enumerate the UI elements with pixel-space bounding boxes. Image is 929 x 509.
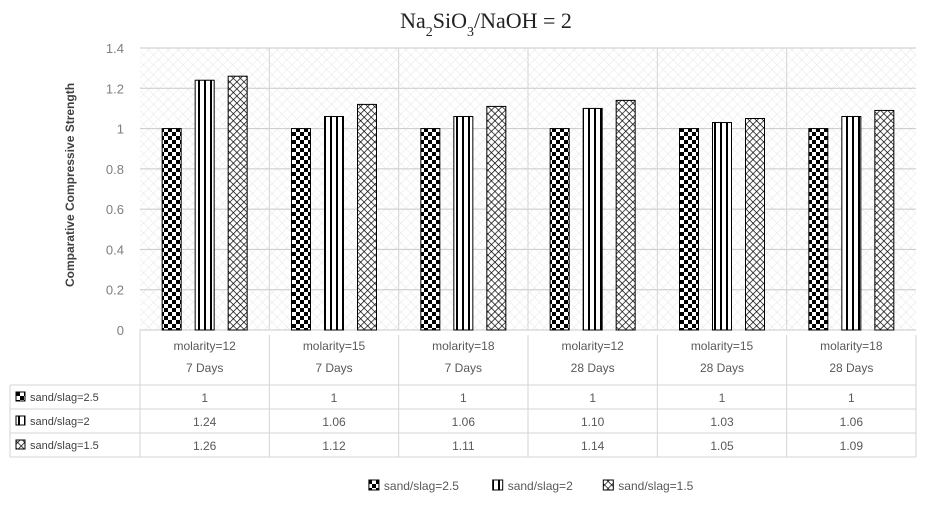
data-label: 1.03 xyxy=(710,415,734,429)
row-key-label: sand/slag=1.5 xyxy=(30,440,99,452)
y-tick-label: 1.2 xyxy=(106,81,124,96)
bar xyxy=(679,128,699,331)
data-label: 1 xyxy=(331,391,338,405)
bar xyxy=(227,75,248,331)
bar xyxy=(745,118,765,331)
bar xyxy=(808,128,829,331)
y-axis-label: Comparative Compressive Strength xyxy=(63,83,77,287)
chart-title: Na2SiO3/NaOH = 2 xyxy=(400,8,572,40)
data-table: sand/slag=2.5 1 1 1 1 1 1 sand/slag=2 1.24 1.06 1.… xyxy=(9,330,917,458)
data-label: 1 xyxy=(589,391,596,405)
legend-swatch xyxy=(368,479,380,491)
data-label: 1.06 xyxy=(322,415,346,429)
category-label: molarity=15 xyxy=(303,339,366,353)
bar xyxy=(615,99,636,331)
y-tick-label: 1.4 xyxy=(106,41,124,56)
data-label: 1.06 xyxy=(840,415,864,429)
data-label: 1.26 xyxy=(193,439,217,453)
bar xyxy=(841,115,862,331)
category-label: 7 Days xyxy=(315,361,352,375)
data-label: 1.09 xyxy=(840,439,864,453)
data-label: 1.12 xyxy=(322,439,346,453)
bar xyxy=(453,115,474,331)
category-label: molarity=18 xyxy=(820,339,883,353)
category-labels: molarity=12 7 Days molarity=15 7 Days molari… xyxy=(173,339,882,375)
y-tick-label: 0.2 xyxy=(106,283,124,298)
y-tick-label: 0.6 xyxy=(106,202,124,217)
data-label: 1.11 xyxy=(452,439,475,453)
bars xyxy=(161,75,895,331)
legend-label: sand/slag=2 xyxy=(508,479,573,493)
bar xyxy=(486,105,507,331)
row-key-swatch xyxy=(15,415,26,426)
data-label: 1 xyxy=(719,391,726,405)
bar xyxy=(712,122,732,331)
legend-label: sand/slag=1.5 xyxy=(618,479,693,493)
category-label: molarity=12 xyxy=(561,339,624,353)
row-key-swatch xyxy=(15,391,26,402)
bar xyxy=(357,103,377,331)
bar xyxy=(420,128,441,331)
legend: sand/slag=2.5 sand/slag=2 sand/slag=1.5 xyxy=(368,479,694,493)
row-key-swatch xyxy=(15,439,26,450)
data-label: 1.06 xyxy=(452,415,476,429)
bar xyxy=(291,128,311,331)
bar xyxy=(324,115,344,331)
data-label: 1.05 xyxy=(710,439,734,453)
category-label: molarity=18 xyxy=(432,339,495,353)
category-label: 28 Days xyxy=(700,361,744,375)
bar xyxy=(161,128,182,331)
category-label: molarity=15 xyxy=(691,339,754,353)
bar xyxy=(194,79,215,331)
y-tick-label: 0.4 xyxy=(106,242,124,257)
row-key-label: sand/slag=2.5 xyxy=(30,392,99,404)
data-label: 1.10 xyxy=(581,415,605,429)
bar xyxy=(874,109,895,331)
data-label: 1 xyxy=(201,391,208,405)
category-label: 7 Days xyxy=(445,361,482,375)
bar xyxy=(549,128,570,331)
legend-swatch xyxy=(602,479,614,491)
row-key-label: sand/slag=2 xyxy=(30,416,90,428)
y-tick-label: 0.8 xyxy=(106,162,124,177)
category-label: molarity=12 xyxy=(173,339,236,353)
data-label: 1.24 xyxy=(193,415,217,429)
gridlines xyxy=(140,47,916,331)
bar xyxy=(582,107,603,331)
category-label: 28 Days xyxy=(829,361,873,375)
data-label: 1.14 xyxy=(581,439,605,453)
data-label: 1 xyxy=(460,391,467,405)
legend-label: sand/slag=2.5 xyxy=(384,479,459,493)
data-label: 1 xyxy=(848,391,855,405)
legend-swatch xyxy=(492,479,504,491)
category-label: 7 Days xyxy=(186,361,223,375)
y-tick-label: 1 xyxy=(117,122,124,137)
y-axis-ticks: 0 0.2 0.4 0.6 0.8 1 1.2 1.4 xyxy=(106,41,124,338)
category-label: 28 Days xyxy=(571,361,615,375)
y-tick-label: 0 xyxy=(117,323,124,338)
